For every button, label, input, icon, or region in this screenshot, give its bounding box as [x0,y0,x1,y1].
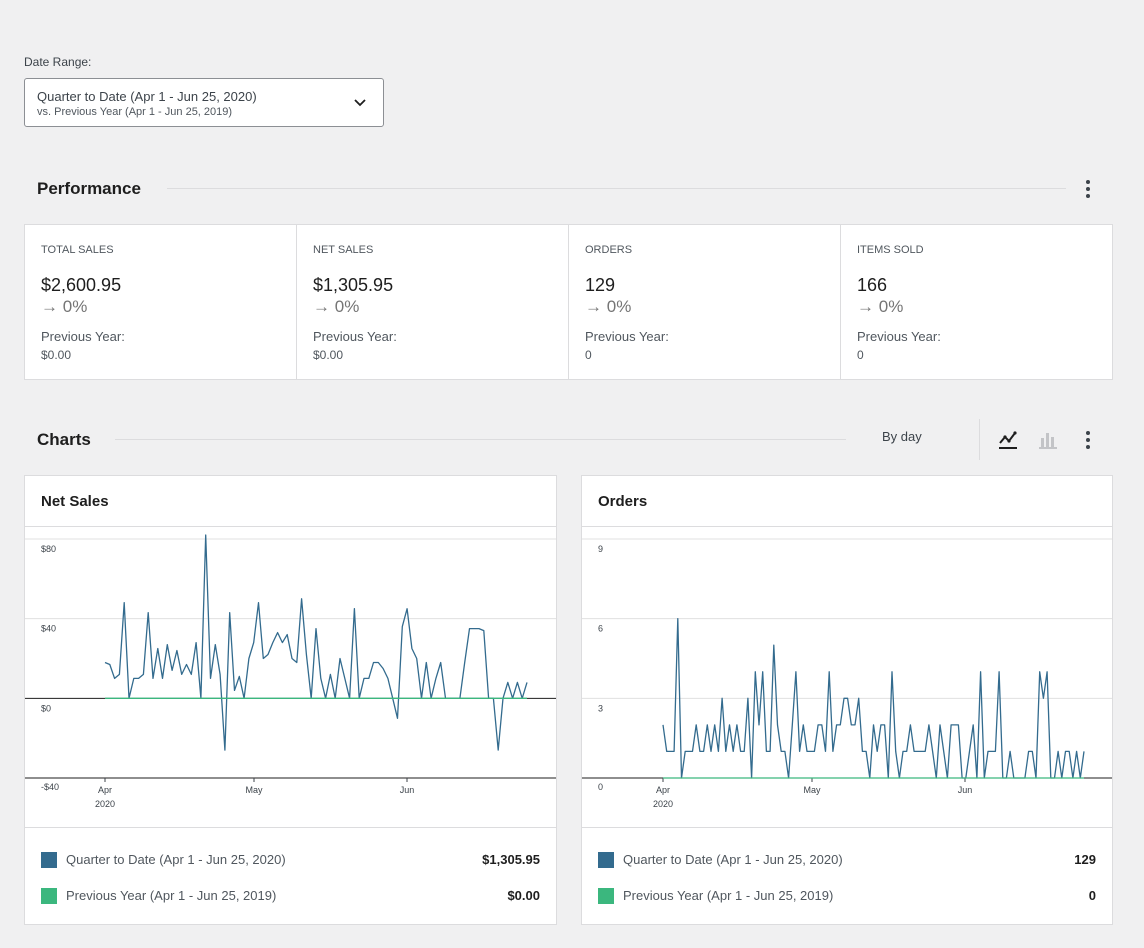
y-tick-label: 3 [598,703,603,713]
arrow-right-icon: → [585,297,602,316]
line-chart-icon[interactable] [998,429,1018,451]
chart-footer-divider [582,827,1112,828]
y-tick-label: 6 [598,624,603,634]
legend-label: Previous Year (Apr 1 - Jun 25, 2019) [66,888,277,903]
legend-item-previous[interactable]: Previous Year (Apr 1 - Jun 25, 2019) 0 [598,886,1096,906]
perf-card-total-sales[interactable]: TOTAL SALES $2,600.95 → 0% Previous Year… [25,225,297,379]
perf-card-delta: → 0% [313,297,359,317]
y-tick-label: -$40 [41,782,59,792]
legend-swatch-previous [598,888,614,904]
perf-card-delta-value: 0% [62,297,88,316]
legend-swatch-previous [41,888,57,904]
x-tick-label: Apr [98,785,112,795]
chart-footer-divider [25,827,556,828]
perf-card-label: ORDERS [585,244,633,256]
legend-label: Previous Year (Apr 1 - Jun 25, 2019) [623,888,834,903]
perf-card-prev-value: 0 [857,348,864,362]
perf-card-prev-label: Previous Year: [313,329,397,344]
x-tick-label: Jun [958,785,973,795]
bar-chart-icon[interactable] [1038,429,1058,451]
legend-label: Quarter to Date (Apr 1 - Jun 25, 2020) [623,852,843,867]
perf-card-prev-label: Previous Year: [41,329,125,344]
perf-card-value: $2,600.95 [41,275,122,295]
net-sales-chart: $80 $40 $0 -$40 Apr 2020 May Jun [25,534,556,809]
performance-menu-button[interactable] [1080,178,1096,200]
legend-swatch-current [41,852,57,868]
legend-item-current[interactable]: Quarter to Date (Apr 1 - Jun 25, 2020) $… [41,850,540,870]
perf-card-value: $1,305.95 [313,275,394,295]
legend-total: $0.00 [507,888,540,903]
perf-card-delta: → 0% [585,297,631,317]
perf-card-value: 129 [585,275,616,295]
y-tick-label: $40 [41,624,56,634]
y-tick-label: $0 [41,703,51,713]
perf-card-prev-value: $0.00 [313,348,344,362]
chart-title: Orders [598,493,648,510]
legend-total: 129 [1074,852,1096,867]
perf-card-label: ITEMS SOLD [857,244,924,256]
chevron-down-icon [354,99,366,107]
arrow-right-icon: → [857,297,874,316]
x-tick-label: 2020 [95,799,115,809]
perf-card-prev-label: Previous Year: [857,329,941,344]
orders-chart: 9 6 3 0 Apr 2020 May Jun [582,538,1112,809]
orders-chart-card: Orders 9 6 3 0 Apr 2020 May Jun Quarter to Date… [581,475,1113,925]
x-tick-label: May [803,785,821,795]
legend-label: Quarter to Date (Apr 1 - Jun 25, 2020) [66,852,286,867]
perf-card-delta-value: 0% [606,297,632,316]
perf-card-label: TOTAL SALES [41,244,114,256]
legend-total: 0 [1088,888,1096,903]
y-tick-label: $80 [41,544,56,554]
chart-title: Net Sales [41,493,109,510]
date-range-dropdown[interactable]: Quarter to Date (Apr 1 - Jun 25, 2020) v… [24,78,384,127]
arrow-right-icon: → [41,297,58,316]
y-tick-label: 0 [598,782,603,792]
x-tick-label: May [245,785,263,795]
perf-card-delta-value: 0% [334,297,360,316]
perf-card-prev-value: $0.00 [41,348,72,362]
legend-item-current[interactable]: Quarter to Date (Apr 1 - Jun 25, 2020) 1… [598,850,1096,870]
perf-card-items-sold[interactable]: ITEMS SOLD 166 → 0% Previous Year: 0 [841,225,1112,379]
performance-title: Performance [37,179,141,198]
series-line-current [104,534,528,751]
charts-menu-button[interactable] [1080,429,1096,451]
x-tick-label: Jun [400,785,415,795]
perf-card-delta: → 0% [41,297,87,317]
chart-header-divider [582,526,1112,527]
chart-header-divider [25,526,556,527]
perf-card-label: NET SALES [313,244,374,256]
legend-swatch-current [598,852,614,868]
date-range-secondary: vs. Previous Year (Apr 1 - Jun 25, 2019) [37,106,233,118]
net-sales-chart-card: Net Sales $80 $40 $0 -$40 Apr 2020 May Jun Quar… [24,475,557,925]
perf-card-net-sales[interactable]: NET SALES $1,305.95 → 0% Previous Year: … [297,225,569,379]
perf-card-orders[interactable]: ORDERS 129 → 0% Previous Year: 0 [569,225,841,379]
date-range-primary: Quarter to Date (Apr 1 - Jun 25, 2020) [37,89,257,104]
perf-card-prev-label: Previous Year: [585,329,669,344]
perf-card-delta-value: 0% [878,297,904,316]
performance-divider [167,188,1066,189]
perf-card-prev-value: 0 [585,348,592,362]
perf-card-value: 166 [857,275,888,295]
charts-title: Charts [37,430,91,449]
x-tick-label: 2020 [653,799,673,809]
y-tick-label: 9 [598,544,603,554]
interval-select[interactable]: By day [882,429,922,444]
x-tick-label: Apr [656,785,670,795]
charts-divider [115,439,846,440]
legend-total: $1,305.95 [482,852,540,867]
arrow-right-icon: → [313,297,330,316]
perf-card-delta: → 0% [857,297,903,317]
toolbar-separator [979,419,980,460]
legend-item-previous[interactable]: Previous Year (Apr 1 - Jun 25, 2019) $0.… [41,886,540,906]
performance-indicators: TOTAL SALES $2,600.95 → 0% Previous Year… [24,224,1113,380]
date-range-label: Date Range: [24,55,92,69]
